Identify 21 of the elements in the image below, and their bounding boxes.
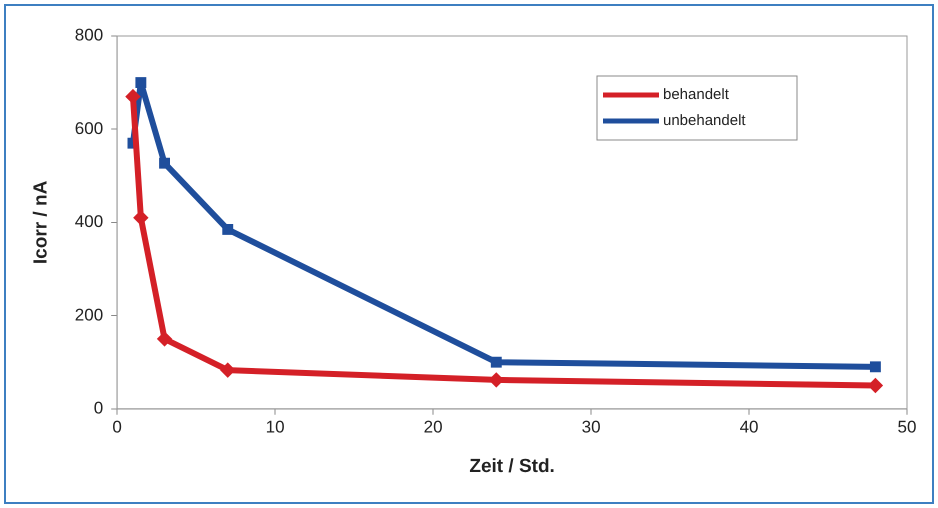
x-tick-label: 0 (112, 418, 122, 437)
y-axis-title: Icorr / nA (30, 180, 52, 264)
x-tick-label: 40 (740, 418, 758, 437)
y-tick-label: 400 (74, 212, 104, 232)
x-tick-label: 10 (266, 418, 285, 437)
y-tick-label: 0 (94, 398, 104, 418)
point (157, 331, 172, 346)
point (222, 224, 234, 235)
y-tick-label: 800 (74, 26, 104, 45)
point (159, 158, 170, 169)
y-tick-label: 200 (74, 305, 104, 324)
x-tick-label: 30 (582, 418, 601, 437)
legend-label: behandelt (663, 86, 730, 104)
point (490, 356, 502, 368)
x-tick-label: 20 (424, 418, 443, 437)
x-axis-title: Zeit / Std. (469, 456, 555, 477)
legend-label: unbehandelt (663, 112, 746, 130)
x-tick-label: 50 (898, 418, 916, 437)
point (135, 77, 146, 88)
y-tick-label: 600 (74, 118, 104, 138)
point (870, 361, 881, 372)
